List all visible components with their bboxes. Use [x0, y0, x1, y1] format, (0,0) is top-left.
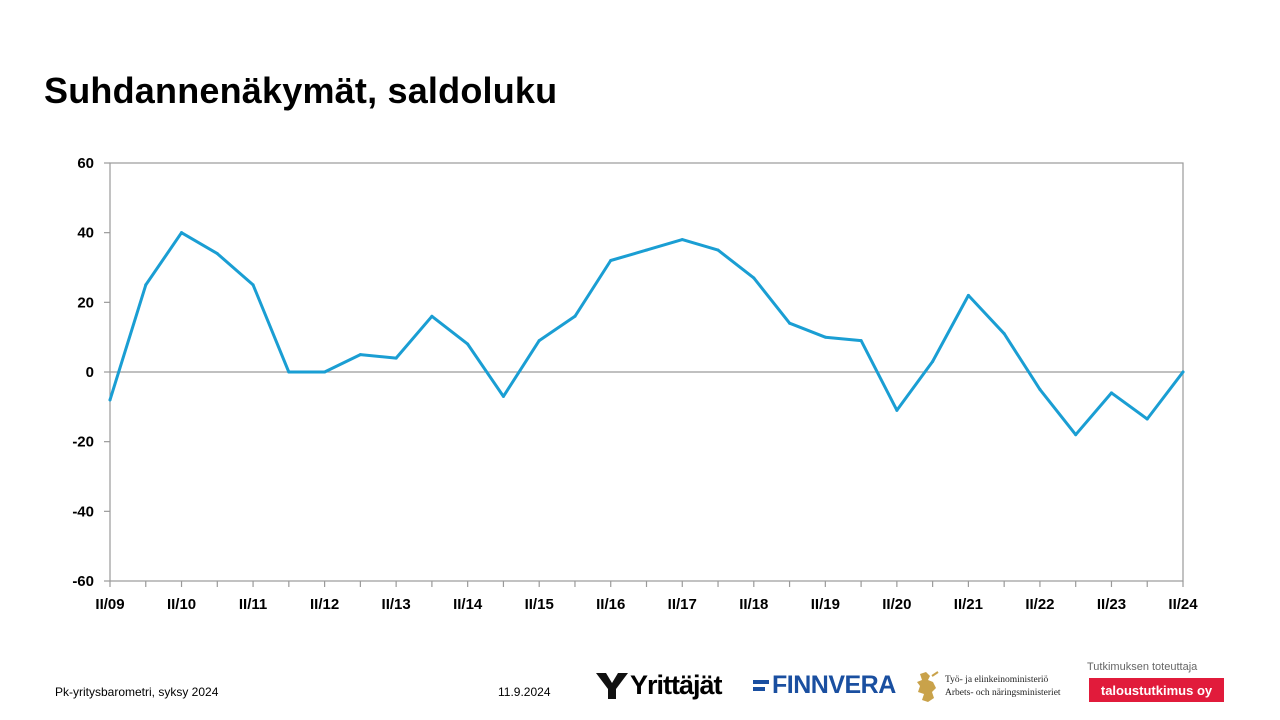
- x-tick-label: II/15: [525, 596, 554, 613]
- y-tick-label: 20: [77, 294, 94, 311]
- finnvera-logo: FINNVERA: [753, 671, 896, 700]
- tem-logo-line2: Arbets- och näringsministeriet: [945, 688, 1061, 698]
- x-tick-label: II/19: [811, 596, 840, 613]
- finnvera-logo-text: FINNVERA: [772, 671, 896, 699]
- data-point: [680, 238, 684, 242]
- x-tick-label: II/11: [239, 596, 267, 613]
- tem-logo-line1: Työ- ja elinkeinoministeriö: [945, 675, 1049, 685]
- yrittajat-logo: Yrittäjät: [596, 668, 723, 702]
- footer-source: Pk-yritysbarometri, syksy 2024: [55, 685, 219, 699]
- data-point: [251, 283, 255, 287]
- data-point: [537, 339, 541, 343]
- data-point: [1109, 391, 1113, 395]
- x-tick-label: II/10: [167, 596, 196, 613]
- data-point: [1145, 417, 1149, 421]
- data-point: [1038, 387, 1042, 391]
- page-title: Suhdannenäkymät, saldoluku: [44, 70, 558, 111]
- data-point: [573, 314, 577, 318]
- data-point: [1181, 370, 1185, 374]
- yrittajat-logo-icon: [596, 673, 628, 699]
- data-point: [323, 370, 327, 374]
- data-point: [645, 248, 648, 252]
- footer-date: 11.9.2024: [498, 685, 551, 699]
- x-tick-label: II/13: [382, 596, 411, 613]
- research-label: Tutkimuksen toteuttaja: [1087, 661, 1198, 673]
- x-tick-label: II/24: [1168, 596, 1198, 613]
- y-tick-label: 0: [86, 364, 94, 381]
- data-point: [716, 248, 720, 252]
- data-point: [144, 283, 148, 287]
- taloustutkimus-logo: taloustutkimus oy: [1089, 678, 1224, 702]
- x-tick-label: II/21: [954, 596, 983, 613]
- yrittajat-logo-text: Yrittäjät: [630, 669, 723, 700]
- x-tick-label: II/22: [1025, 596, 1054, 613]
- data-point: [430, 314, 434, 318]
- data-point: [180, 231, 184, 235]
- x-tick-label: II/18: [739, 596, 768, 613]
- data-point: [966, 293, 970, 297]
- data-point: [466, 342, 470, 346]
- y-tick-label: 60: [77, 155, 94, 172]
- data-point: [287, 370, 291, 374]
- x-tick-label: II/09: [95, 596, 124, 613]
- y-tick-label: -60: [72, 573, 94, 590]
- finnvera-logo-icon: [753, 679, 769, 691]
- data-point: [609, 259, 613, 263]
- data-point: [823, 335, 827, 339]
- data-point: [108, 398, 112, 402]
- x-tick-label: II/16: [596, 596, 625, 613]
- x-tick-label: II/17: [668, 596, 697, 613]
- data-point: [752, 276, 756, 280]
- data-point: [931, 360, 935, 364]
- data-point: [859, 339, 863, 343]
- y-tick-label: -40: [72, 503, 94, 520]
- x-tick-label: II/20: [882, 596, 911, 613]
- x-tick-label: II/14: [453, 596, 483, 613]
- y-tick-label: 40: [77, 225, 94, 242]
- data-point: [895, 408, 899, 412]
- data-point: [358, 353, 362, 357]
- lion-emblem-icon: [917, 671, 939, 702]
- data-point: [394, 356, 398, 360]
- data-point: [215, 252, 219, 256]
- data-point: [1002, 332, 1006, 336]
- data-point: [501, 394, 505, 398]
- y-tick-label: -20: [72, 434, 94, 451]
- series-line: [108, 231, 1185, 437]
- x-tick-label: II/12: [310, 596, 339, 613]
- data-point: [1074, 433, 1078, 437]
- x-tick-label: II/23: [1097, 596, 1126, 613]
- data-point: [788, 321, 792, 325]
- tem-logo: Työ- ja elinkeinoministeriö Arbets- och …: [914, 670, 1061, 704]
